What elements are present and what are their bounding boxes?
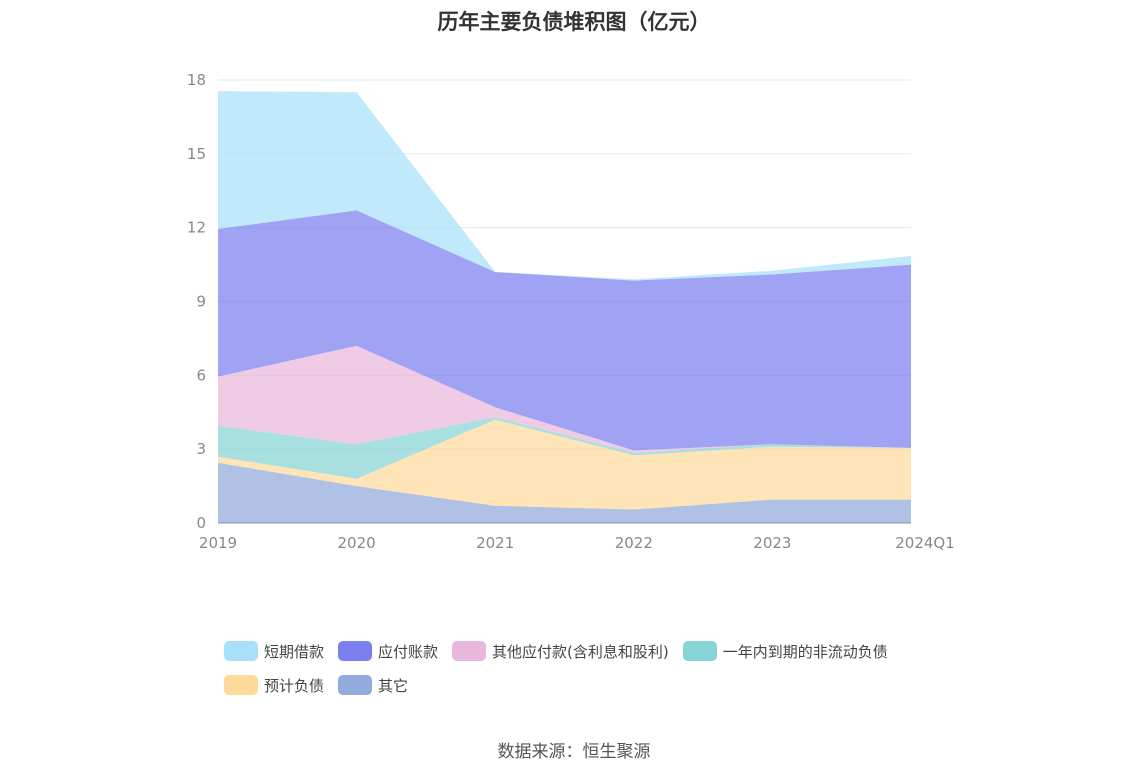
y-tick-label: 3	[196, 440, 206, 458]
y-tick-label: 6	[196, 366, 206, 384]
legend-swatch	[452, 641, 487, 661]
legend-label: 其他应付款(含利息和股利)	[492, 642, 669, 661]
stacked-area-chart: 0 3 6 9 12 15 18 2019 2020 2021 2022 2023 2024Q1	[187, 71, 955, 552]
area-series-2	[218, 417, 911, 479]
x-tick-label: 2023	[753, 534, 791, 552]
legend-label: 应付账款	[378, 642, 439, 661]
y-tick-label: 15	[187, 145, 206, 163]
x-tick-label: 2020	[338, 534, 376, 552]
legend-swatch	[338, 675, 373, 695]
x-tick-label: 2024Q1	[895, 534, 955, 552]
y-tick-label: 18	[187, 71, 206, 89]
area-series-0	[218, 462, 911, 523]
legend-swatch	[224, 641, 258, 661]
area-series-3	[218, 345, 911, 453]
y-tick-label: 12	[187, 219, 206, 237]
legend: 短期借款 应付账款 其他应付款(含利息和股利) 一年内到期的非流动负债预计负债 其它	[224, 640, 984, 708]
legend-item[interactable]: 预计负债	[224, 674, 324, 696]
legend-label: 其它	[378, 676, 409, 695]
legend-item[interactable]: 一年内到期的非流动负债	[682, 640, 888, 662]
legend-item[interactable]: 应付账款	[338, 640, 438, 662]
area-series-4	[218, 210, 911, 451]
area-series	[218, 91, 911, 523]
legend-swatch	[682, 641, 717, 661]
area-series-5	[218, 91, 911, 281]
axes: 0 3 6 9 12 15 18 2019 2020 2021 2022 2023 2024Q1	[187, 71, 955, 552]
legend-swatch	[224, 675, 258, 695]
legend-item[interactable]: 短期借款	[224, 640, 324, 662]
y-tick-label: 9	[196, 293, 206, 311]
legend-swatch	[338, 641, 373, 661]
source-text: 数据来源：恒生聚源	[497, 742, 651, 762]
x-tick-label: 2022	[615, 534, 653, 552]
legend-label: 一年内到期的非流动负债	[722, 642, 888, 661]
legend-label: 短期借款	[264, 642, 325, 661]
x-tick-label: 2019	[199, 534, 237, 552]
legend-item[interactable]: 其它	[338, 674, 408, 696]
area-series-1	[218, 419, 911, 510]
y-tick-label: 0	[196, 514, 206, 532]
legend-label: 预计负债	[264, 676, 325, 695]
x-tick-label: 2021	[476, 534, 514, 552]
legend-item[interactable]: 其他应付款(含利息和股利)	[452, 640, 669, 662]
chart-title: 历年主要负债堆积图（亿元）	[437, 10, 711, 34]
